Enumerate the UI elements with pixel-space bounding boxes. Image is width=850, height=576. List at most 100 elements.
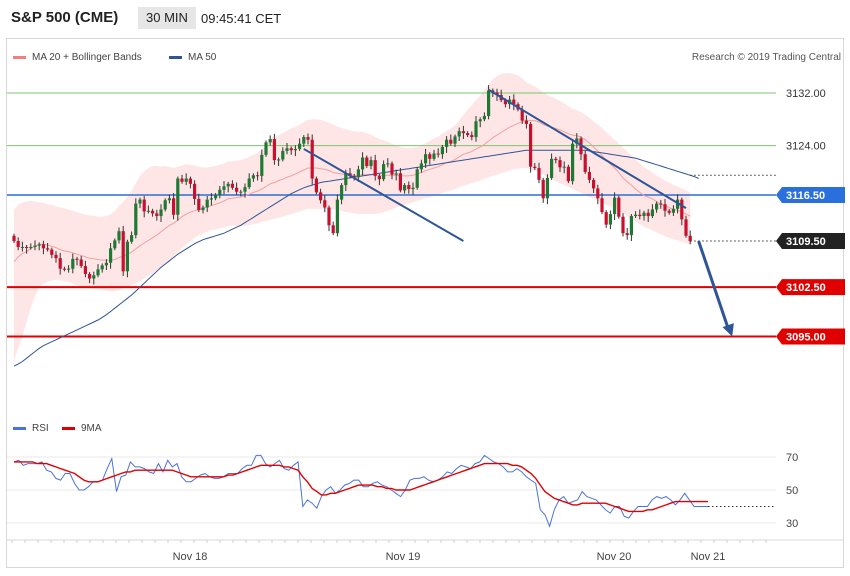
candle-body bbox=[58, 258, 62, 269]
candle-body bbox=[197, 198, 201, 211]
candle-body bbox=[646, 212, 650, 217]
candle-body bbox=[113, 240, 117, 249]
candle-body bbox=[289, 148, 293, 151]
candle-body bbox=[382, 164, 386, 180]
legend-rsi-label: RSI bbox=[32, 423, 49, 434]
candle-body bbox=[592, 179, 596, 189]
candle-body bbox=[226, 183, 230, 187]
candle-body bbox=[600, 198, 604, 213]
candle-body bbox=[457, 131, 461, 137]
candle-body bbox=[146, 210, 150, 212]
candle-body bbox=[617, 197, 621, 217]
rsi-tick-label: 50 bbox=[786, 485, 798, 497]
candle-body bbox=[306, 137, 310, 140]
date-label: Nov 19 bbox=[386, 551, 421, 563]
candle-body bbox=[209, 198, 213, 200]
candle-body bbox=[503, 100, 507, 105]
candle-body bbox=[655, 203, 659, 210]
candle-body bbox=[650, 209, 654, 217]
price-tag-label: 3116.50 bbox=[786, 190, 825, 202]
rsi-line bbox=[13, 454, 708, 528]
ma9-swatch bbox=[62, 426, 75, 430]
candle-body bbox=[487, 90, 491, 117]
candle-body bbox=[155, 213, 159, 217]
candle-body bbox=[684, 219, 688, 236]
price-tag-label: 3095.00 bbox=[786, 331, 826, 343]
candle-body bbox=[386, 163, 390, 165]
candle-body bbox=[571, 143, 575, 182]
candle-body bbox=[453, 136, 457, 144]
candle-body bbox=[130, 235, 134, 242]
candle-body bbox=[260, 154, 264, 176]
candle-body bbox=[33, 245, 37, 247]
candle-body bbox=[247, 178, 251, 188]
candle-body bbox=[352, 175, 356, 178]
candle-body bbox=[621, 216, 625, 234]
candle-body bbox=[46, 248, 50, 250]
timestamp: 09:45:41 CET bbox=[201, 11, 282, 26]
candle-body bbox=[293, 148, 297, 151]
candle-body bbox=[445, 139, 449, 147]
candle-body bbox=[314, 178, 318, 193]
candle-body bbox=[230, 183, 234, 188]
candle-body bbox=[671, 208, 675, 213]
rsi-tick-label: 70 bbox=[786, 452, 798, 464]
candle-body bbox=[134, 203, 138, 236]
candle-body bbox=[377, 175, 381, 180]
candle-body bbox=[424, 154, 428, 164]
candle-body bbox=[100, 265, 104, 270]
date-label: Nov 21 bbox=[691, 551, 726, 563]
candle-body bbox=[172, 198, 176, 215]
candle-body bbox=[125, 241, 129, 272]
candle-body bbox=[235, 187, 239, 192]
candle-body bbox=[50, 249, 54, 255]
price-tag-label: 3124.00 bbox=[786, 141, 826, 153]
candle-body bbox=[604, 212, 608, 225]
candle-body bbox=[524, 120, 528, 124]
candle-body bbox=[310, 139, 314, 179]
price-tag-label: 3132.00 bbox=[786, 88, 826, 100]
candle-body bbox=[470, 135, 474, 138]
candle-body bbox=[449, 139, 453, 144]
timeframe-badge[interactable]: 30 MIN bbox=[138, 7, 196, 29]
legend-9ma: 9MA bbox=[62, 423, 102, 434]
candle-body bbox=[663, 204, 667, 211]
candle-body bbox=[205, 199, 209, 208]
candle-body bbox=[575, 138, 579, 144]
candle-body bbox=[188, 178, 192, 184]
candle-body bbox=[327, 207, 331, 226]
credit-text: Research © 2019 Trading Central bbox=[691, 52, 841, 63]
candle-body bbox=[432, 153, 436, 159]
candle-body bbox=[541, 179, 545, 199]
candle-body bbox=[239, 191, 243, 193]
candle-body bbox=[634, 214, 638, 217]
candle-body bbox=[529, 123, 533, 167]
candle-body bbox=[545, 177, 549, 199]
candle-body bbox=[512, 99, 516, 105]
legend-ma20-label: MA 20 + Bollinger Bands bbox=[32, 52, 142, 63]
date-label: Nov 18 bbox=[173, 551, 208, 563]
candle-body bbox=[67, 268, 71, 270]
candle-body bbox=[428, 154, 432, 159]
candle-body bbox=[12, 235, 16, 242]
candle-body bbox=[268, 139, 272, 143]
candle-body bbox=[680, 199, 684, 220]
candle-body bbox=[176, 178, 180, 215]
candle-body bbox=[285, 148, 289, 151]
candle-body bbox=[201, 207, 205, 211]
candle-body bbox=[104, 262, 108, 266]
candle-body bbox=[629, 216, 633, 236]
candle-body bbox=[373, 160, 377, 176]
candle-body bbox=[369, 160, 373, 167]
date-label: Nov 20 bbox=[597, 551, 632, 563]
candle-body bbox=[277, 159, 281, 161]
candle-body bbox=[109, 248, 113, 263]
candle-body bbox=[83, 266, 87, 274]
candle-body bbox=[558, 160, 562, 168]
price-tag bbox=[776, 233, 845, 250]
candle-body bbox=[121, 231, 125, 272]
candle-body bbox=[474, 121, 478, 138]
candle-body bbox=[75, 258, 79, 260]
candle-body bbox=[193, 183, 197, 199]
